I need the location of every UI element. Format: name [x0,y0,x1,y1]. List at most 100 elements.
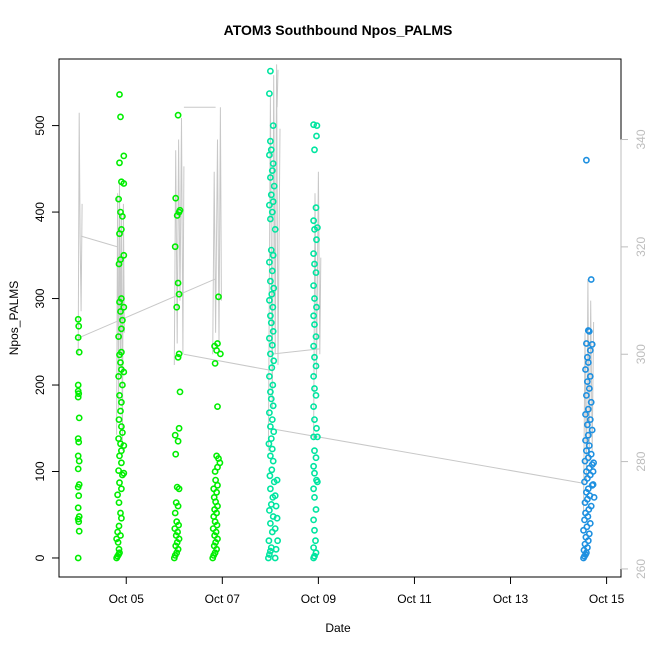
x-tick-label: Oct 07 [205,592,241,606]
data-point [172,194,180,202]
data-point [266,277,274,285]
data-point [266,520,274,527]
data-point [268,290,276,298]
data-point [266,423,274,430]
data-point [310,217,317,225]
data-point [120,469,128,477]
data-point [118,514,125,522]
data-point [75,457,83,465]
data-point [583,156,590,164]
data-point [210,485,218,493]
data-point [312,391,320,399]
data-point [74,381,82,389]
data-point [269,381,277,389]
data-point [310,250,317,257]
line-layer [77,64,595,516]
data-point [585,530,593,538]
data-point [115,333,122,340]
data-point [311,416,318,423]
data-point [116,479,123,487]
y2-tick-label: 260 [634,559,648,579]
data-point [586,416,594,423]
data-point [270,357,278,365]
data-point [266,350,274,358]
data-point [269,327,277,335]
data-point [115,467,122,474]
data-point [74,387,82,395]
x-axis-label: Date [325,621,351,635]
y2-tick-label: 300 [634,344,648,364]
data-point [273,514,281,522]
data-point [311,295,318,302]
data-point [583,391,590,399]
y-tick-label: 300 [33,288,47,308]
data-point [74,554,82,562]
y-tick-label: 0 [33,554,47,561]
data-point [120,152,128,160]
data-point [75,481,83,488]
data-point [311,385,318,392]
data-point [172,542,180,550]
point-layer [74,67,598,562]
data-point [74,504,82,512]
data-point [211,549,219,557]
y-axis-right: 260 280 300 320 340 [620,129,648,579]
data-point [213,452,220,460]
data-point [311,321,318,328]
y-tick-label: 500 [33,115,47,135]
data-point [120,180,128,187]
line-connector [275,428,583,484]
data-point [171,431,179,439]
data-point [210,493,218,501]
data-point [116,391,123,399]
data-point [590,459,597,467]
data-point [313,224,321,231]
data-point [115,545,123,553]
data-point [211,518,219,526]
data-point [115,522,123,530]
data-point [584,353,591,361]
data-point [265,90,273,97]
data-point [117,359,124,366]
data-point [269,303,277,311]
data-point [117,407,124,415]
data-point [74,315,82,323]
data-point [214,403,221,410]
y-tick-label: 400 [33,202,47,222]
data-point [270,428,278,436]
data-point [265,537,273,545]
x-axis: Oct 05 Oct 07 Oct 09 Oct 11 Oct 13 Oct 15 [109,576,625,606]
data-point [312,204,320,212]
data-point [212,476,219,484]
y-tick-label: 200 [33,375,47,395]
data-point [118,348,125,356]
data-point [584,327,592,334]
data-point [311,469,318,477]
data-point [312,454,320,462]
data-point [313,424,320,432]
data-point [120,251,128,259]
data-point [582,509,589,517]
data-point [584,421,591,429]
data-point [175,424,183,432]
data-point [269,457,277,465]
data-point [310,544,317,551]
data-point [266,215,274,223]
data-point [586,346,594,354]
data-point [176,388,184,396]
data-point [116,549,123,557]
data-point [313,122,321,129]
data-point [268,364,276,372]
data-point [172,499,180,506]
data-point [268,208,276,216]
data-point [585,442,593,449]
data-point [312,537,319,545]
data-point [211,532,218,539]
data-point [271,492,279,500]
data-point [313,303,320,311]
data-point [175,290,183,298]
data-point [117,509,124,517]
data-point [580,526,587,534]
line-connector [78,278,216,339]
chart-title: ATOM3 Southbound Npos_PALMS [224,22,453,38]
